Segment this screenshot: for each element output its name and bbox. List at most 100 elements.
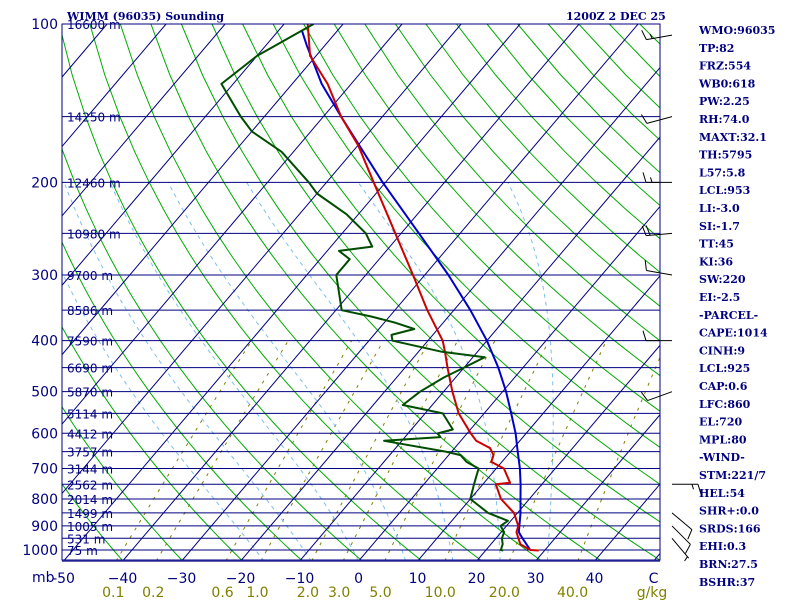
index-value: FRZ:554 <box>699 60 751 73</box>
index-value: CINH:9 <box>699 344 745 357</box>
temperature-tick-label: -50 <box>52 571 75 587</box>
profiles <box>220 24 539 552</box>
mixing-ratio-unit-label: g/kg <box>637 585 668 600</box>
parcel-path-line <box>301 30 532 551</box>
dry-adiabat-line <box>333 24 660 377</box>
isotherm-line <box>476 344 660 560</box>
mixing-ratio-line <box>509 340 607 560</box>
moist-adiabat-line <box>167 182 406 560</box>
height-level-label: 5114 m <box>67 407 113 421</box>
isotherm-line <box>240 66 660 560</box>
dry-adiabat-line <box>211 24 660 523</box>
pressure-tick-label: 800 <box>31 492 58 508</box>
temperature-tick-label: 0 <box>354 571 363 587</box>
dry-adiabat-line <box>62 325 243 560</box>
isotherms <box>62 24 660 560</box>
height-level-label: 75 m <box>67 544 98 558</box>
height-level-label: 9700 m <box>67 269 113 283</box>
height-level-label: 1005 m <box>67 520 113 534</box>
moist-adiabat-line <box>246 182 454 560</box>
isobars <box>62 23 660 562</box>
wind-barb <box>640 391 673 402</box>
index-value: RH:74.0 <box>699 113 750 126</box>
index-value: SRDS:166 <box>699 522 761 535</box>
isotherm-line <box>358 205 660 560</box>
index-value: TP:82 <box>699 42 734 55</box>
height-level-label: 6690 m <box>67 362 113 376</box>
temperature-tick-label: 10 <box>409 571 427 587</box>
index-value: -PARCEL- <box>699 309 758 322</box>
dry-adiabat-line <box>62 32 422 560</box>
temperature-tick-label: −20 <box>226 571 256 587</box>
index-value: KI:36 <box>699 255 733 268</box>
dry-adiabat-line <box>62 558 63 560</box>
index-value: WB0:618 <box>698 77 756 90</box>
index-value: EL:720 <box>699 416 742 429</box>
isotherm-line <box>299 136 660 560</box>
height-level-label: 5870 m <box>67 386 113 400</box>
index-value: PW:2.25 <box>699 95 750 108</box>
mixing-ratio-line <box>156 340 289 560</box>
index-value: SI:-1.7 <box>699 220 740 233</box>
index-value: MAXT:32.1 <box>699 131 767 144</box>
mixing-ratio-line <box>577 356 660 560</box>
mixing-ratio-tick-label: 3.0 <box>328 585 350 600</box>
pressure-tick-label: 400 <box>31 334 58 350</box>
height-level-label: 2562 m <box>67 478 113 492</box>
mixing-ratio-line <box>225 340 353 560</box>
wind-barb <box>642 172 672 183</box>
mixing-ratio-tick-label: 40.0 <box>557 585 588 600</box>
wind-barb <box>671 525 691 554</box>
temperature-tick-label: −30 <box>167 571 197 587</box>
moist-adiabat-line <box>109 182 359 560</box>
pressure-tick-label: 100 <box>31 17 58 33</box>
index-value: TT:45 <box>699 238 734 251</box>
dry-adiabat-line <box>150 24 601 560</box>
moist-adiabat-line <box>63 182 312 560</box>
index-value: TH:5795 <box>699 149 752 162</box>
mixing-ratio-line <box>260 340 384 560</box>
wind-barb <box>671 537 690 562</box>
moist-adiabats <box>62 182 554 560</box>
isotherm-line <box>535 413 660 560</box>
index-value: BRN:27.5 <box>699 558 758 571</box>
isotherm-line <box>62 24 462 495</box>
dry-adiabat-line <box>394 24 660 307</box>
isotherm-line <box>62 24 226 217</box>
height-level-label: 1499 m <box>67 507 113 521</box>
isotherm-line <box>62 24 285 287</box>
index-value: LCL:953 <box>699 184 750 197</box>
index-value: STM:221/7 <box>699 469 766 482</box>
dry-adiabats <box>62 24 660 560</box>
height-level-label: 2014 m <box>67 493 113 507</box>
pressure-unit-label: mb <box>32 570 55 586</box>
index-value: SW:220 <box>699 273 746 286</box>
index-value: LCL:925 <box>699 362 750 375</box>
isotherm-line <box>181 24 639 560</box>
height-level-label: 16600 m <box>67 18 121 32</box>
dry-adiabat-line <box>119 24 542 560</box>
wind-barb <box>640 114 673 124</box>
height-level-label: 3144 m <box>67 463 113 477</box>
height-level-label: 3757 m <box>67 446 113 460</box>
index-value: L57:5.8 <box>699 166 746 179</box>
pressure-tick-label: 200 <box>31 175 58 191</box>
temperature-tick-label: −40 <box>108 571 138 587</box>
mixing-ratio-tick-label: 20.0 <box>489 585 520 600</box>
wind-barb <box>671 512 693 540</box>
mixing-ratio-line <box>444 340 550 560</box>
height-level-label: 8586 m <box>67 304 113 318</box>
index-value: -WIND- <box>699 451 745 464</box>
index-value: CAP:0.6 <box>699 380 748 393</box>
height-level-label: 10980 m <box>67 227 121 241</box>
pressure-tick-label: 600 <box>31 426 58 442</box>
wind-barb <box>641 225 673 237</box>
dewpoint-line <box>220 24 509 552</box>
pressure-tick-label: 300 <box>31 268 58 284</box>
mixing-ratio-line <box>311 340 430 560</box>
height-level-label: 12460 m <box>67 176 121 190</box>
mixing-ratio-line <box>116 340 252 560</box>
mixing-ratio-line <box>342 340 459 560</box>
mixing-ratio-tick-label: 1.0 <box>246 585 268 600</box>
isotherm-line <box>417 275 660 560</box>
